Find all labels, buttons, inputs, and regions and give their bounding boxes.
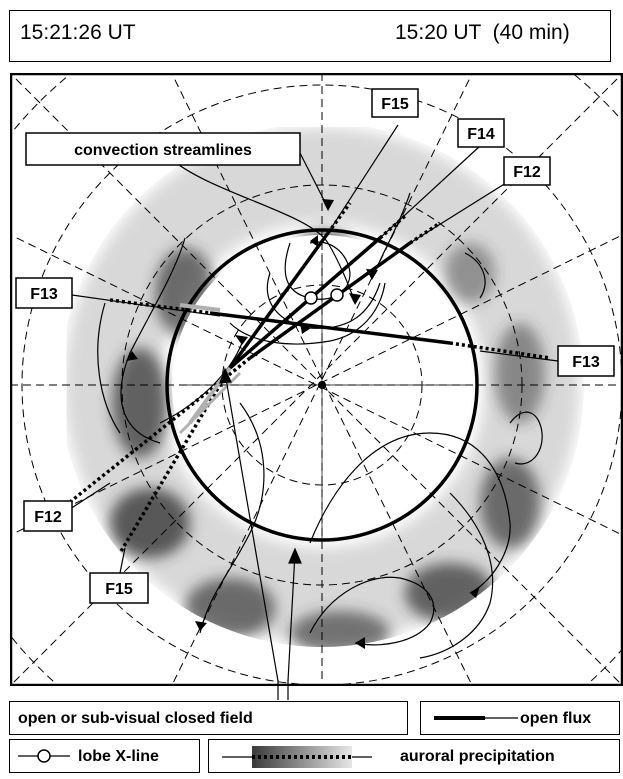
legend-aurora-label: auroral precipitation <box>400 748 555 765</box>
svg-text:convection streamlines: convection streamlines <box>74 142 252 159</box>
label-f15-top: F15 <box>371 88 419 118</box>
label-f12-top: F12 <box>503 156 551 186</box>
streamline-arrows <box>126 235 480 649</box>
svg-text:F12: F12 <box>513 164 541 181</box>
svg-text:F15: F15 <box>381 96 409 113</box>
legend-open-closed-label: open or sub-visual closed field <box>18 710 253 727</box>
label-f14: F14 <box>457 118 505 148</box>
svg-text:F12: F12 <box>34 509 62 526</box>
satellite-tracks <box>48 201 551 554</box>
label-f12-bottom: F12 <box>23 500 73 532</box>
svg-text:F15: F15 <box>105 581 133 598</box>
closed-field-arrows <box>219 367 302 682</box>
header-left-time: 15:21:26 UT <box>20 21 136 44</box>
lobe-xline-marker-1 <box>304 291 318 305</box>
legend-xline-label: lobe X-line <box>78 748 159 765</box>
polar-diagram: F15 F14 F12 F13 F13 F12 F15 convection s… <box>10 73 623 686</box>
header-box <box>9 10 611 62</box>
label-f13-left: F13 <box>15 277 73 309</box>
open-flux-swatch <box>434 716 518 720</box>
xline-swatch <box>18 749 70 763</box>
aurora-swatch <box>222 746 372 768</box>
label-f15-bottom: F15 <box>89 572 149 604</box>
polar-cap-boundary <box>165 228 479 542</box>
legend-open-flux-label: open flux <box>520 710 592 727</box>
lobe-xline-marker-2 <box>330 288 344 302</box>
svg-text:F13: F13 <box>572 354 600 371</box>
legend-connector <box>277 680 289 700</box>
svg-text:F13: F13 <box>30 286 58 303</box>
legend-open-closed-box <box>9 701 408 735</box>
header-right-time: 15:20 UT (40 min) <box>395 21 570 44</box>
annotation-convection: convection streamlines <box>25 132 301 166</box>
label-f13-right: F13 <box>557 345 615 377</box>
pole-dot <box>318 381 326 389</box>
svg-text:F14: F14 <box>467 126 495 143</box>
plot-frame <box>10 73 623 686</box>
